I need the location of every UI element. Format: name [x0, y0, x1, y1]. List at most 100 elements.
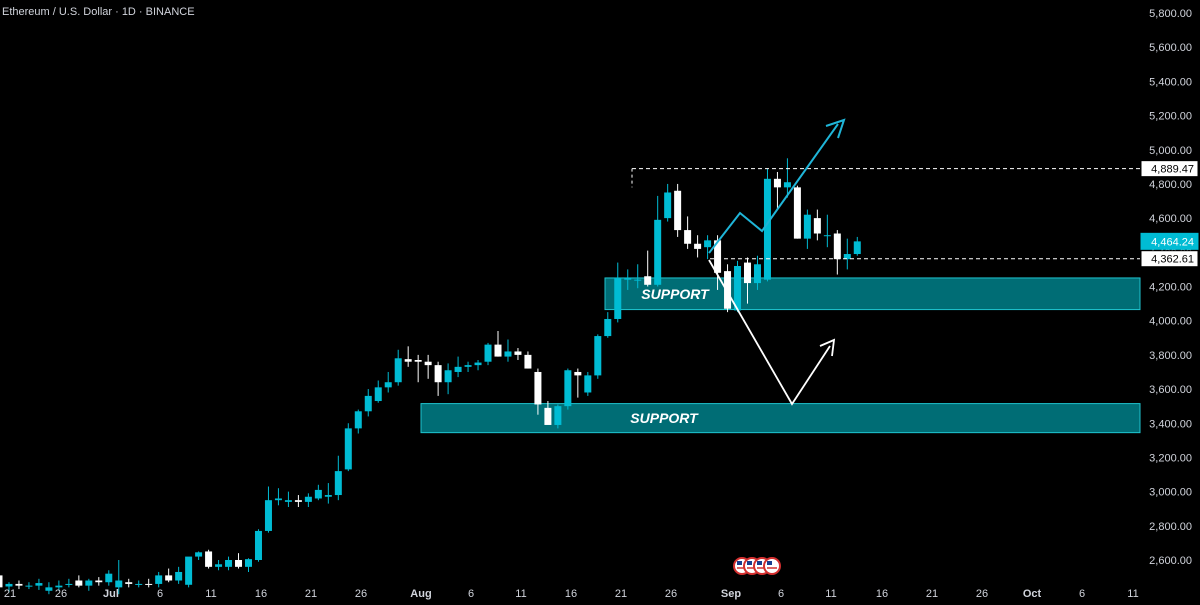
time-tick-label: Jul [103, 588, 119, 600]
us-flag-event-icon [763, 557, 781, 575]
time-tick-label: 16 [565, 588, 577, 600]
candle-body [793, 187, 801, 239]
time-tick-label: Sep [721, 588, 741, 600]
candle-body [773, 178, 781, 188]
candle-body [384, 382, 392, 388]
candle-body [714, 240, 722, 273]
candle-body [783, 182, 791, 188]
candle-body [474, 362, 482, 366]
time-tick-label: 21 [926, 588, 938, 600]
candle-body [15, 583, 23, 586]
candle-body [35, 583, 43, 586]
price-tick-label: 5,600.00 [1149, 42, 1192, 54]
time-tick-label: 11 [515, 588, 526, 600]
candle-body [404, 359, 412, 362]
time-tick-label: 6 [1079, 588, 1085, 600]
candle-body [424, 361, 432, 366]
candle-body [135, 583, 143, 585]
candle-body [334, 471, 342, 496]
candle-body [25, 585, 33, 587]
time-tick-label: 21 [305, 588, 317, 600]
candle-body [165, 575, 173, 581]
candle-body [823, 235, 831, 237]
candle-body [584, 375, 592, 393]
us-flag-canton-icon [747, 561, 752, 565]
candle-body [514, 351, 522, 355]
candle-body [494, 344, 502, 357]
candle-body [105, 573, 113, 583]
candle-body [734, 265, 742, 311]
time-tick-label: 11 [1127, 588, 1138, 600]
candle-body [574, 371, 582, 376]
candle-body [464, 365, 472, 367]
support-zone-label-1: SUPPORT [641, 286, 710, 302]
bearish-path-arrow [708, 259, 831, 406]
candle-body [354, 411, 362, 429]
candle-body [803, 214, 811, 239]
candles-layer [0, 158, 861, 595]
bullish-path-arrow [708, 123, 839, 254]
candle-body [324, 495, 332, 497]
time-tick-label: 26 [355, 588, 367, 600]
time-axis[interactable]: 21 26 Jul 6 11 16 21 26 Aug 6 11 16 21 26 Sep 6 11 16 21 26… [4, 588, 1139, 600]
economic-events-icons[interactable] [733, 557, 781, 575]
candle-body [614, 277, 622, 319]
time-tick-label: 6 [157, 588, 163, 600]
time-tick-label: 6 [468, 588, 474, 600]
price-tick-label: 4,000.00 [1149, 316, 1192, 328]
candle-body [175, 571, 183, 581]
candle-body [155, 575, 163, 584]
price-tick-label: 3,800.00 [1149, 350, 1192, 362]
price-tick-label: 4,200.00 [1149, 282, 1192, 294]
candle-body [374, 387, 382, 402]
candle-body [75, 580, 83, 586]
annotation-lines [631, 118, 1140, 406]
candle-body [414, 360, 422, 362]
candle-body [215, 564, 223, 567]
time-tick-label: 11 [825, 588, 836, 600]
support-zone-label-2: SUPPORT [630, 410, 699, 426]
candle-body [444, 370, 452, 383]
candle-body [634, 279, 642, 281]
bullish-arrowhead [825, 118, 846, 139]
candle-body [434, 365, 442, 383]
candle-body [195, 552, 203, 557]
price-axis[interactable]: 5,800.00 5,600.00 5,400.00 5,200.00 5,000.00… [1140, 8, 1199, 567]
candle-body [5, 583, 13, 587]
candle-body [534, 371, 542, 405]
support-price-tag-bg [1140, 250, 1199, 268]
price-tick-label: 5,400.00 [1149, 76, 1192, 88]
symbol-title[interactable]: Ethereum / U.S. Dollar · 1D · BINANCE [2, 6, 195, 18]
candle-body [704, 240, 712, 248]
candle-body [274, 498, 282, 501]
candle-body [853, 241, 861, 255]
candle-body [654, 219, 662, 285]
time-tick-label: 26 [976, 588, 988, 600]
candle-body [314, 489, 322, 499]
resistance-price-tag: 4,889.47 [1151, 164, 1194, 176]
current-price-tag: 4,464.24 [1151, 236, 1194, 248]
price-tick-label: 5,200.00 [1149, 111, 1192, 123]
candle-body [85, 580, 93, 586]
candle-body [694, 243, 702, 249]
candle-body [344, 428, 352, 470]
candle-body [294, 500, 302, 502]
candle-body [843, 254, 851, 260]
candle-body [554, 406, 562, 425]
support-zone-1 [604, 277, 1141, 311]
candle-body [564, 370, 572, 407]
time-tick-label: 21 [4, 588, 16, 600]
candle-body [624, 277, 632, 280]
candle-body [664, 192, 672, 219]
us-flag-canton-icon [737, 561, 742, 565]
time-tick-label: 6 [778, 588, 784, 600]
candle-body [724, 271, 732, 309]
candle-body [544, 407, 552, 425]
support-price-tag: 4,362.61 [1151, 254, 1194, 266]
support-zone-2 [420, 403, 1141, 434]
candle-body [304, 496, 312, 502]
price-tick-label: 3,200.00 [1149, 452, 1192, 464]
candle-body [524, 354, 532, 369]
support-zones: SUPPORT SUPPORT [420, 277, 1141, 434]
